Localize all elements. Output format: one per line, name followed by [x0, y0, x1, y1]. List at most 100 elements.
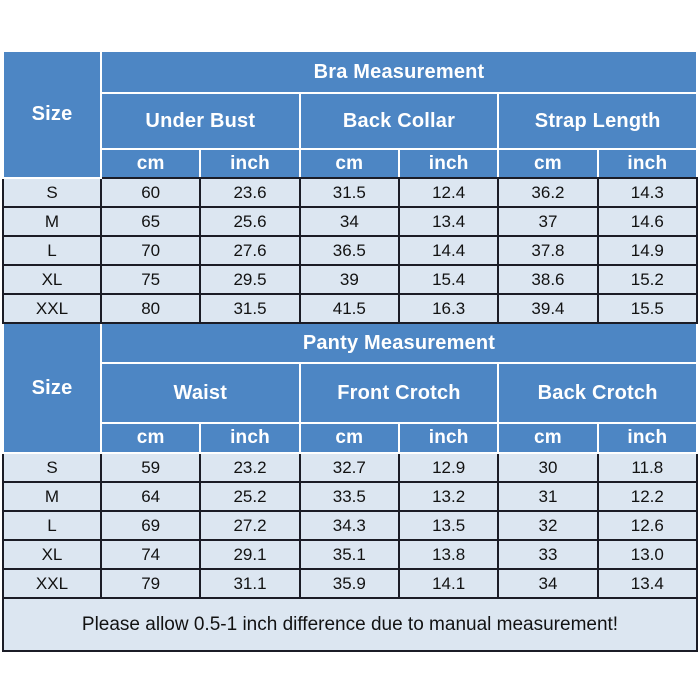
size-value-cell: L — [2, 235, 102, 266]
panty-measurement-header: Size Panty Measurement Waist Front Crotc… — [2, 322, 699, 454]
measurement-value-cell: 64 — [99, 481, 202, 512]
measurement-value-cell: 37.8 — [497, 235, 599, 266]
measurement-value-cell: 12.2 — [596, 481, 699, 512]
measurement-value-cell: 14.9 — [596, 235, 699, 266]
measurement-value-cell: 27.6 — [199, 235, 301, 266]
size-value-cell: XXL — [2, 568, 102, 599]
measurement-value-cell: 34.3 — [298, 510, 400, 541]
bra-measurement-header: Size Bra Measurement Under Bust Back Col… — [2, 50, 699, 179]
panty-measurement-body: S 59 23.2 32.7 12.9 30 11.8 M 64 25.2 33.5 13.2 31 12… — [2, 452, 699, 599]
measurement-value-cell: 23.2 — [199, 452, 301, 483]
unit-header-cm: cm — [99, 422, 202, 454]
bra-title-row: Size Bra Measurement — [2, 50, 698, 179]
measurement-value-cell: 13.4 — [397, 206, 500, 237]
measurement-value-cell: 25.2 — [199, 481, 301, 512]
measurement-value-cell: 39.4 — [497, 293, 599, 324]
size-value-cell: XL — [2, 264, 102, 295]
table-row: S 60 23.6 31.5 12.4 36.2 14.3 — [2, 177, 699, 208]
table-row: L 70 27.6 36.5 14.4 37.8 14.9 — [2, 235, 699, 266]
unit-header-inch: inch — [596, 422, 699, 454]
measurement-value-cell: 14.1 — [397, 568, 500, 599]
unit-header-cm: cm — [298, 422, 400, 454]
panty-title-row: Size Panty Measurement — [2, 322, 698, 454]
measurement-value-cell: 27.2 — [199, 510, 301, 541]
measurement-value-cell: 29.5 — [199, 264, 301, 295]
measurement-value-cell: 65 — [99, 206, 202, 237]
measurement-value-cell: 31.1 — [199, 568, 301, 599]
measurement-value-cell: 13.4 — [596, 568, 699, 599]
table-row: XL 74 29.1 35.1 13.8 33 13.0 — [2, 539, 699, 570]
measurement-value-cell: 33.5 — [298, 481, 400, 512]
bra-group-row: Under Bust Back Collar Strap Length — [3, 92, 698, 150]
bra-unit-row: cm inch cm inch cm inch — [3, 148, 699, 179]
measurement-value-cell: 69 — [99, 510, 202, 541]
back-collar-header: Back Collar — [298, 92, 500, 150]
measurement-value-cell: 15.4 — [397, 264, 500, 295]
measurement-value-cell: 16.3 — [397, 293, 500, 324]
measurement-value-cell: 13.0 — [596, 539, 699, 570]
measurement-value-cell: 31 — [497, 481, 599, 512]
table-row: XXL 80 31.5 41.5 16.3 39.4 15.5 — [2, 293, 699, 324]
unit-header-cm: cm — [298, 148, 400, 179]
bra-size-header: Size — [2, 50, 102, 179]
measurement-value-cell: 36.2 — [497, 177, 599, 208]
size-chart-table: Size Bra Measurement Under Bust Back Col… — [2, 50, 699, 652]
measurement-value-cell: 14.4 — [397, 235, 500, 266]
unit-header-cm: cm — [99, 148, 202, 179]
size-value-cell: XXL — [2, 293, 102, 324]
table-row: M 65 25.6 34 13.4 37 14.6 — [2, 206, 699, 237]
panty-unit-row: cm inch cm inch cm inch — [3, 422, 699, 454]
front-crotch-header: Front Crotch — [298, 362, 500, 424]
measurement-value-cell: 41.5 — [298, 293, 400, 324]
measurement-value-cell: 31.5 — [298, 177, 400, 208]
bra-measurement-body: S 60 23.6 31.5 12.4 36.2 14.3 M 65 25.6 34 13.4 37 14… — [2, 177, 699, 324]
unit-header-inch: inch — [199, 148, 301, 179]
measurement-value-cell: 12.4 — [397, 177, 500, 208]
panty-group-row: Waist Front Crotch Back Crotch — [3, 362, 698, 424]
measurement-value-cell: 29.1 — [199, 539, 301, 570]
measurement-value-cell: 12.6 — [596, 510, 699, 541]
unit-header-inch: inch — [397, 148, 500, 179]
measurement-value-cell: 12.9 — [397, 452, 500, 483]
strap-length-header: Strap Length — [497, 92, 698, 150]
measurement-value-cell: 35.1 — [298, 539, 400, 570]
panty-section-title: Panty Measurement — [100, 322, 698, 364]
measurement-value-cell: 13.8 — [397, 539, 500, 570]
measurement-value-cell: 37 — [497, 206, 599, 237]
measurement-value-cell: 59 — [99, 452, 202, 483]
size-value-cell: M — [2, 206, 102, 237]
measurement-value-cell: 35.9 — [298, 568, 400, 599]
back-crotch-header: Back Crotch — [497, 362, 698, 424]
bra-section-title: Bra Measurement — [100, 50, 698, 94]
table-row: XL 75 29.5 39 15.4 38.6 15.2 — [2, 264, 699, 295]
measurement-value-cell: 39 — [298, 264, 400, 295]
waist-header: Waist — [100, 362, 301, 424]
measurement-value-cell: 14.3 — [596, 177, 699, 208]
size-value-cell: XL — [2, 539, 102, 570]
measurement-value-cell: 34 — [298, 206, 400, 237]
measurement-value-cell: 36.5 — [298, 235, 400, 266]
measurement-value-cell: 32.7 — [298, 452, 400, 483]
measurement-value-cell: 70 — [99, 235, 202, 266]
measurement-value-cell: 74 — [99, 539, 202, 570]
note-row: Please allow 0.5-1 inch difference due t… — [2, 597, 698, 652]
measurement-value-cell: 33 — [497, 539, 599, 570]
measurement-value-cell: 34 — [497, 568, 599, 599]
measurement-value-cell: 11.8 — [596, 452, 699, 483]
measurement-value-cell: 75 — [99, 264, 202, 295]
measurement-note: Please allow 0.5-1 inch difference due t… — [2, 597, 698, 652]
measurement-value-cell: 80 — [99, 293, 202, 324]
under-bust-header: Under Bust — [100, 92, 301, 150]
table-row: L 69 27.2 34.3 13.5 32 12.6 — [2, 510, 699, 541]
table-row: XXL 79 31.1 35.9 14.1 34 13.4 — [2, 568, 699, 599]
footnote-section: Please allow 0.5-1 inch difference due t… — [2, 597, 698, 652]
measurement-value-cell: 38.6 — [497, 264, 599, 295]
unit-header-cm: cm — [497, 148, 599, 179]
measurement-value-cell: 14.6 — [596, 206, 699, 237]
measurement-value-cell: 79 — [99, 568, 202, 599]
unit-header-inch: inch — [397, 422, 500, 454]
table-row: S 59 23.2 32.7 12.9 30 11.8 — [2, 452, 699, 483]
size-value-cell: S — [2, 177, 102, 208]
size-value-cell: L — [2, 510, 102, 541]
